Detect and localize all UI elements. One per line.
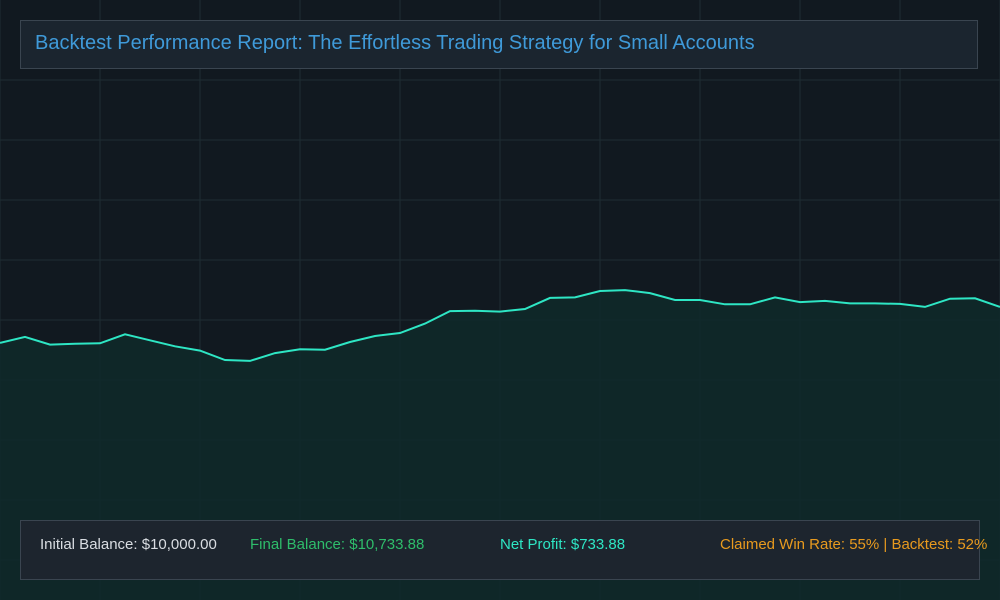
equity-line [0,289,1000,362]
stats-panel: Initial Balance: $10,000.00 Final Balanc… [20,520,987,580]
report-header: Backtest Performance Report: The Effortl… [20,20,978,69]
win-rate-comparison: Claimed Win Rate: 55% | Backtest: 52% [720,536,988,553]
net-profit: Net Profit: $733.88 [500,536,626,553]
initial-balance: Initial Balance: $10,000.00 [40,536,217,553]
report-title: Backtest Performance Report: The Effortl… [35,32,755,54]
final-balance: Final Balance: $10,733.88 [250,536,425,553]
